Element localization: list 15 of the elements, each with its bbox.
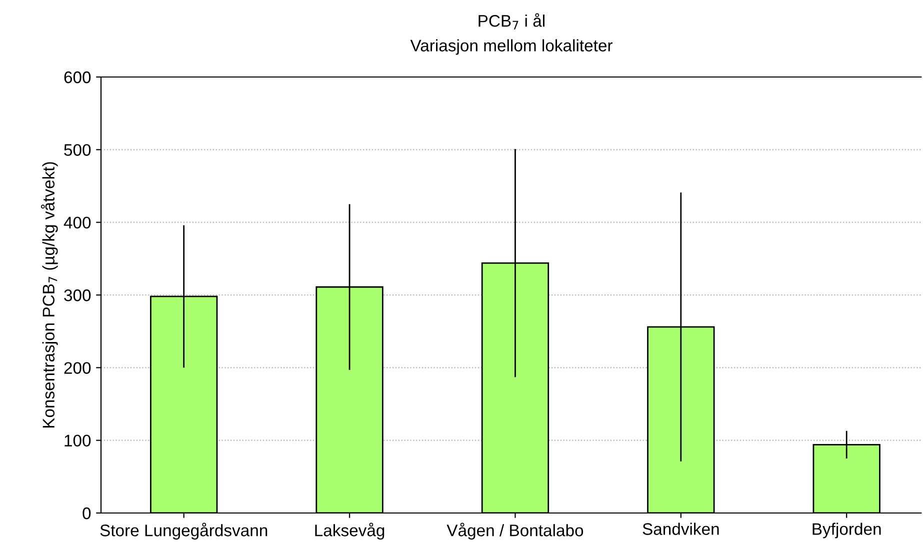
x-tick-label: Vågen / Bontalabo bbox=[446, 522, 584, 540]
y-tick-label: 0 bbox=[82, 507, 91, 520]
x-tick-label: Byfjorden bbox=[812, 522, 881, 538]
x-tick-label: Sandviken bbox=[642, 522, 719, 535]
x-tick-label: Laksevåg bbox=[315, 522, 384, 540]
y-axis-title: Konsentrasjon PCB$_{7}$ (µg/kg våtvekt) bbox=[40, 162, 58, 428]
y-tick-label: 400 bbox=[64, 216, 91, 229]
y-tick-label: 500 bbox=[64, 144, 91, 156]
chart-subtitle: Variasjon mellom lokaliteter bbox=[410, 39, 613, 55]
y-tick-label: 300 bbox=[64, 289, 91, 302]
y-tick-label: 100 bbox=[64, 434, 91, 447]
chart-title: PCB$_{7}$ i ål bbox=[478, 13, 544, 30]
x-tick-label: Store Lungegårdsvann bbox=[100, 522, 268, 540]
y-tick-label: 600 bbox=[64, 71, 91, 84]
y-tick-label: 200 bbox=[64, 362, 91, 374]
